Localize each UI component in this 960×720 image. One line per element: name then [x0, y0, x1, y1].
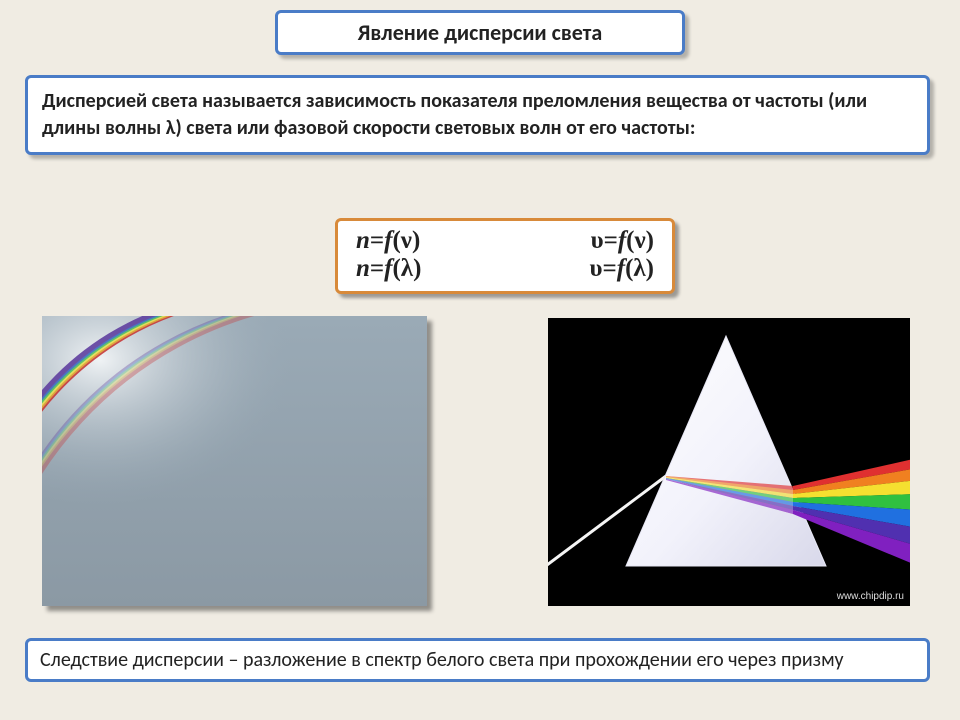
- formula-n-lambda: n=f(λ): [356, 255, 421, 283]
- formula-row-2: n=f(λ) υ=f(λ): [356, 255, 654, 283]
- conclusion-box: Следствие дисперсии – разложение в спект…: [25, 638, 930, 682]
- formula-n-nu: n=f(ν): [356, 227, 420, 255]
- formula-v-lambda: υ=f(λ): [590, 255, 655, 283]
- formula-box: n=f(ν) υ=f(ν) n=f(λ) υ=f(λ): [335, 218, 675, 294]
- formula-row-1: n=f(ν) υ=f(ν): [356, 227, 654, 255]
- title-box: Явление дисперсии света: [275, 10, 685, 55]
- prism-watermark: www.chipdip.ru: [837, 591, 904, 602]
- prism-image: www.chipdip.ru: [548, 318, 910, 606]
- conclusion-text: Следствие дисперсии – разложение в спект…: [40, 648, 844, 672]
- formula-v-nu: υ=f(ν): [591, 227, 654, 255]
- definition-box: Дисперсией света называется зависимость …: [25, 75, 930, 155]
- page-title: Явление дисперсии света: [358, 19, 602, 46]
- rainbow-image: [42, 316, 427, 606]
- definition-text: Дисперсией света называется зависимость …: [42, 89, 867, 140]
